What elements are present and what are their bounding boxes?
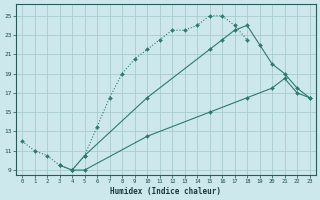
X-axis label: Humidex (Indice chaleur): Humidex (Indice chaleur) xyxy=(110,187,221,196)
